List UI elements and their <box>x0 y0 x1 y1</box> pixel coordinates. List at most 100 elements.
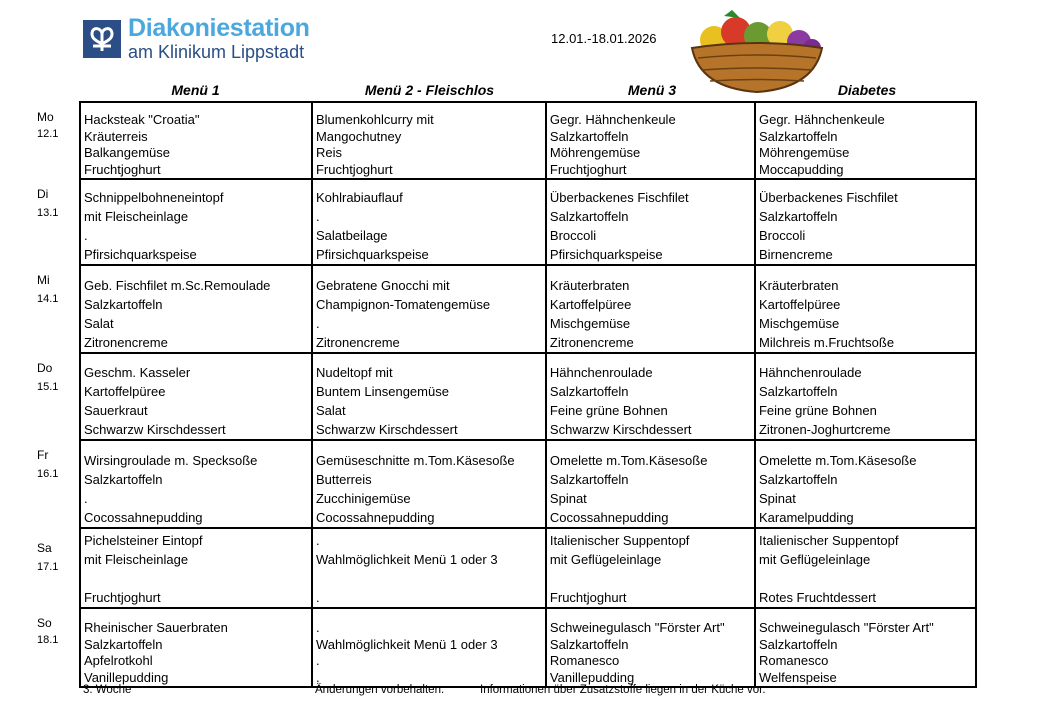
footer-week: 3. Woche <box>83 684 132 696</box>
dish-line: Hacksteak "Croatia" <box>84 112 200 127</box>
dish-line: Broccoli <box>549 228 597 243</box>
dish-line: Fruchtjoghurt <box>84 161 161 177</box>
dish-line: Salzkartoffeln <box>84 472 163 487</box>
menu-cell-menu1: Schnippelbohneneintopf mit Fleischeinlage… <box>81 180 313 264</box>
day-label: Do 15.1 <box>37 359 58 397</box>
dish-line: Cocossahnepudding <box>84 510 203 525</box>
dish-line: Gebratene Gnocchi mit <box>315 278 450 293</box>
dish-line: . <box>315 209 320 224</box>
day-row-fr: Wirsingroulade m. Specksoße Salzkartoffel… <box>81 441 975 529</box>
dish-line: Pichelsteiner Eintopf <box>84 533 203 548</box>
dish-line: Rotes Fruchtdessert <box>758 590 877 605</box>
dish-line: Möhrengemüse <box>758 145 850 160</box>
menu-cell-menu1: Wirsingroulade m. Specksoße Salzkartoffel… <box>81 441 313 527</box>
menu-cell-diabetes: Omelette m.Tom.Käsesoße Salzkartoffeln Spi… <box>756 441 975 527</box>
menu-cell-menu3: Schweinegulasch "Förster Art" Salzkartoff… <box>547 609 756 686</box>
weekday: Do <box>37 361 53 375</box>
day-label: Mi 14.1 <box>37 271 58 309</box>
dish-line: Blumenkohlcurry mit <box>315 112 434 127</box>
column-header-menu1: Menü 1 <box>171 82 220 98</box>
column-header-diabetes: Diabetes <box>837 82 897 98</box>
weekday: Di <box>37 187 49 201</box>
date: 18.1 <box>37 634 59 646</box>
dish-line: Butterreis <box>315 472 372 487</box>
dish-line: Kohlrabiauflauf <box>315 190 403 205</box>
heart-cross-logo-icon <box>83 19 121 58</box>
dish-line: Kräuterbraten <box>758 278 839 293</box>
dish-line: Welfenspeise <box>758 669 837 685</box>
menu-table: Hacksteak "Croatia" Kräuterreis Balkangemü… <box>79 101 977 688</box>
menu-cell-diabetes: Überbackenes Fischfilet Salzkartoffeln Bro… <box>756 180 975 264</box>
dish-line: Überbackenes Fischfilet <box>758 190 898 205</box>
column-header-menu2: Menü 2 - Fleischlos <box>364 82 495 98</box>
menu-cell-menu1: Geschm. Kasseler Kartoffelpüree Sauerkraut… <box>81 354 313 439</box>
dish-line: Salzkartoffeln <box>758 209 838 224</box>
dish-line: Feine grüne Bohnen <box>549 403 668 418</box>
dish-line: Balkangemüse <box>84 145 170 160</box>
dish-line: Omelette m.Tom.Käsesoße <box>549 453 708 468</box>
dish-line: Salzkartoffeln <box>549 472 629 487</box>
date: 17.1 <box>37 561 59 573</box>
menu-cell-menu3: Hähnchenroulade Salzkartoffeln Feine grüne… <box>547 354 756 439</box>
dish-line: . <box>315 590 320 605</box>
dish-line: Romanesco <box>549 653 620 668</box>
dish-line: mit Geflügeleinlage <box>758 552 871 567</box>
dish-line: Moccapudding <box>758 161 844 177</box>
dish-line <box>316 569 545 588</box>
dish-line: Salat <box>315 403 346 418</box>
dish-line: Italienischer Suppentopf <box>549 533 690 548</box>
dish-line: Salzkartoffeln <box>758 472 838 487</box>
day-label: So 18.1 <box>37 615 58 649</box>
dish-line: Hähnchenroulade <box>549 365 653 380</box>
dish-line: Schwarzw Kirschdessert <box>315 422 458 437</box>
dish-line: Wahlmöglichkeit Menü 1 oder 3 <box>315 636 498 652</box>
menu-cell-menu1: Hacksteak "Croatia" Kräuterreis Balkangemü… <box>81 103 313 178</box>
dish-line: Salat <box>84 316 114 331</box>
menu-cell-menu2: . Wahlmöglichkeit Menü 1 oder 3.. <box>313 609 547 686</box>
dish-line: Kartoffelpüree <box>84 384 166 399</box>
menu-cell-diabetes: Hähnchenroulade Salzkartoffeln Feine grüne… <box>756 354 975 439</box>
dish-line: Möhrengemüse <box>549 145 641 160</box>
day-row-so: Rheinischer Sauerbraten Salzkartoffeln Apf… <box>81 609 975 686</box>
dish-line: Geb. Fischfilet m.Sc.Remoulade <box>84 278 271 293</box>
column-header-menu3: Menü 3 <box>627 82 677 98</box>
dish-line: Salzkartoffeln <box>84 297 163 312</box>
dish-line: Rheinischer Sauerbraten <box>84 620 228 635</box>
menu-cell-diabetes: Schweinegulasch "Förster Art" Salzkartoff… <box>756 609 975 686</box>
footer-changes: Änderungen vorbehalten. <box>315 684 445 696</box>
fruit-basket-icon <box>690 10 824 94</box>
menu-cell-menu2: Blumenkohlcurry mit Mangochutney Reis Fruch… <box>313 103 547 178</box>
day-label: Di 13.1 <box>37 185 58 223</box>
dish-line: Salzkartoffeln <box>549 209 629 224</box>
dish-line: Gegr. Hähnchenkeule <box>758 112 885 127</box>
weekday: Mo <box>37 110 54 124</box>
menu-cell-menu2: Gebratene Gnocchi mit Champignon-Tomateng… <box>313 266 547 352</box>
date: 16.1 <box>37 468 59 480</box>
dish-line: Salzkartoffeln <box>758 636 838 652</box>
menu-cell-menu3: Kräuterbraten Kartoffelpüree Mischgemüse Zi… <box>547 266 756 352</box>
dish-line: Salzkartoffeln <box>758 128 838 144</box>
dish-line: Zucchinigemüse <box>315 491 411 506</box>
date: 14.1 <box>37 293 59 305</box>
dish-line: Romanesco <box>758 653 829 668</box>
day-label: Sa 17.1 <box>37 539 58 577</box>
dish-line: . <box>84 491 88 506</box>
dish-line: Gemüseschnitte m.Tom.Käsesoße <box>315 453 515 468</box>
weekday: Sa <box>37 541 52 555</box>
weekday: So <box>37 616 52 630</box>
dish-line: . <box>84 228 88 243</box>
date: 12.1 <box>37 128 59 140</box>
menu-cell-menu1: Rheinischer Sauerbraten Salzkartoffeln Apf… <box>81 609 313 686</box>
dish-line: Zitronen-Joghurtcreme <box>758 422 891 437</box>
dish-line: . <box>315 653 320 668</box>
dish-line: Schweinegulasch "Förster Art" <box>549 620 725 635</box>
dish-line: Pfirsichquarkspeise <box>549 247 663 262</box>
menu-cell-menu1: Geb. Fischfilet m.Sc.Remoulade Salzkartof… <box>81 266 313 352</box>
dish-line: . <box>315 620 320 635</box>
dish-line: Fruchtjoghurt <box>549 161 627 177</box>
menu-cell-menu1: Pichelsteiner Eintopf mit Fleischeinlage F… <box>81 529 313 607</box>
menu-cell-menu2: Kohlrabiauflauf. Salatbeilage Pfirsichquar… <box>313 180 547 264</box>
dish-line: Kräuterreis <box>84 128 148 144</box>
dish-line: Schwarzw Kirschdessert <box>549 422 692 437</box>
